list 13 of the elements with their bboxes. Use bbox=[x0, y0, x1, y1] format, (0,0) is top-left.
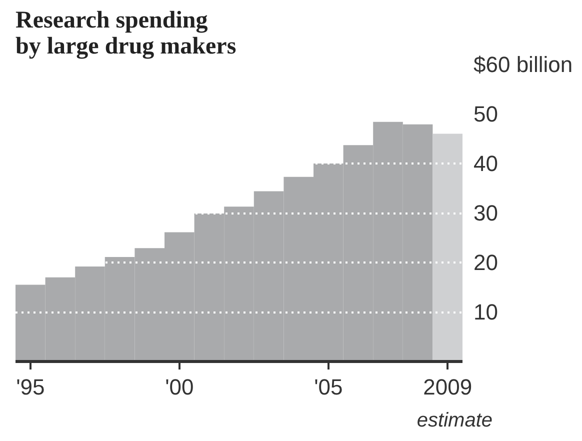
text: estimate bbox=[416, 410, 493, 432]
y-tick-label: 50 bbox=[474, 102, 498, 126]
y-tick-label: 30 bbox=[474, 200, 498, 226]
y-tick-label: 20 bbox=[474, 250, 498, 275]
chart-title: Research spending by large drug makers bbox=[16, 8, 236, 60]
x-tick-label: '05 bbox=[314, 374, 343, 400]
y-tick-label: $60 billion bbox=[474, 52, 573, 77]
x-tick-label: 2009 bbox=[423, 374, 472, 400]
bar bbox=[432, 134, 462, 362]
x-tick-label: '00 bbox=[165, 374, 194, 400]
y-tick-label: 40 bbox=[474, 151, 498, 176]
y-tick-label: 10 bbox=[474, 300, 498, 324]
x-tick-label: '95 bbox=[16, 374, 45, 400]
